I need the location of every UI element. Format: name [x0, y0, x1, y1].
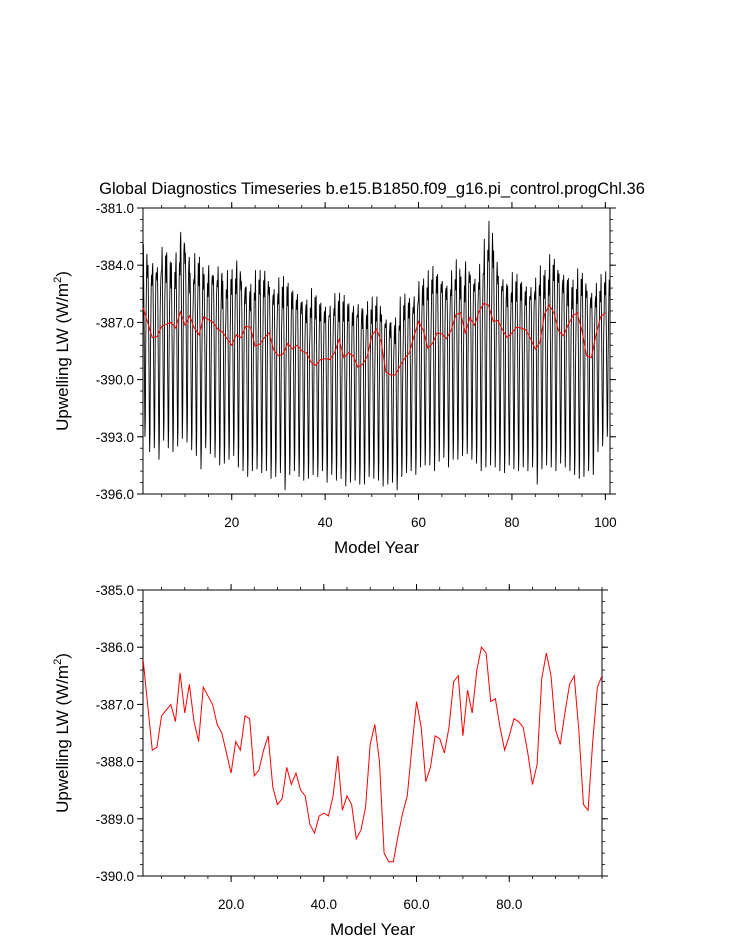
annual-mean-line — [143, 646, 602, 863]
x-tick-label: 80.0 — [496, 897, 522, 912]
y-tick-label: -396.0 — [96, 487, 134, 502]
y-axis-label-main: Upwelling LW (W/m — [53, 665, 72, 813]
y-tick-label: -387.0 — [96, 315, 134, 330]
annual-mean-line — [143, 302, 606, 376]
x-tick-label: 40 — [318, 515, 333, 530]
x-tick-label: 60.0 — [403, 897, 429, 912]
y-tick-label: -390.0 — [96, 869, 134, 884]
x-tick-label: 60 — [411, 515, 426, 530]
y-tick-label: -386.0 — [96, 640, 134, 655]
x-axis-label: Model Year — [334, 538, 419, 557]
series-annual-mean — [143, 302, 606, 376]
x-axis-label: Model Year — [330, 920, 415, 939]
x-tick-label: 20 — [224, 515, 239, 530]
y-axis-label-close: ) — [53, 271, 72, 277]
y-axis-label: Upwelling LW (W/m2) — [52, 653, 72, 813]
y-tick-label: -384.0 — [96, 258, 134, 273]
series-monthly — [143, 220, 610, 491]
y-axis-label-superscript: 2 — [52, 277, 64, 283]
y-tick-label: -388.0 — [96, 755, 134, 770]
bottom-panel: -385.0 -386.0 -387.0 -388.0 -389.0 -390.0 20.0… — [52, 583, 608, 939]
y-tick-label: -393.0 — [96, 430, 134, 445]
figure-title: Global Diagnostics Timeseries b.e15.B185… — [99, 180, 645, 198]
x-tick-label: 20.0 — [218, 897, 244, 912]
x-tick-label: 100 — [594, 515, 617, 530]
y-tick-label: -389.0 — [96, 812, 134, 827]
top-panel: -381.0 -384.0 -387.0 -390.0 -393.0 -396.0 20 40… — [52, 201, 617, 557]
y-axis-label-main: Upwelling LW (W/m — [53, 283, 72, 431]
plot-frame — [142, 589, 603, 877]
x-tick-label: 80 — [504, 515, 519, 530]
plot-frame — [142, 207, 611, 495]
y-tick-label: -387.0 — [96, 697, 134, 712]
x-tick-label: 40.0 — [311, 897, 337, 912]
y-tick-label: -385.0 — [96, 583, 134, 598]
y-axis-label-superscript: 2 — [52, 659, 64, 665]
y-tick-label: -381.0 — [96, 201, 134, 216]
y-tick-label: -390.0 — [96, 373, 134, 388]
y-axis-label: Upwelling LW (W/m2) — [52, 271, 72, 431]
y-axis-label-close: ) — [53, 653, 72, 659]
monthly-line — [143, 220, 610, 491]
series-annual-mean — [143, 646, 602, 863]
